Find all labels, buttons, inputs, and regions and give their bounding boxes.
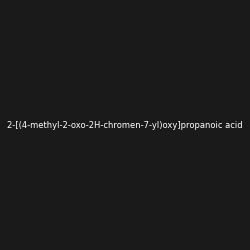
Text: 2-[(4-methyl-2-oxo-2H-chromen-7-yl)oxy]propanoic acid: 2-[(4-methyl-2-oxo-2H-chromen-7-yl)oxy]p… [7, 120, 243, 130]
